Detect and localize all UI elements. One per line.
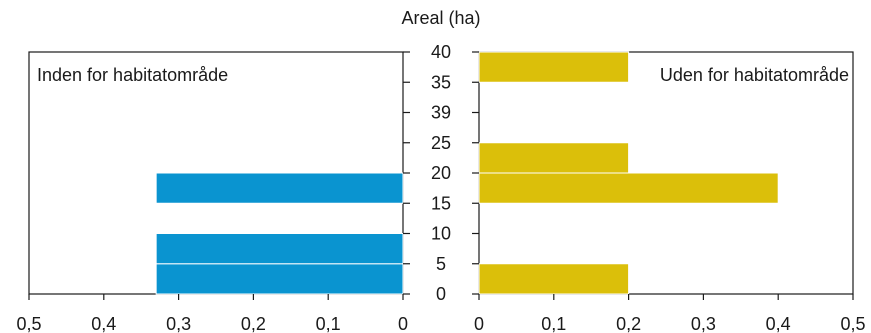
left-x-tick-label: 0,4 <box>91 314 116 333</box>
left-x-tick-label: 0,2 <box>241 314 266 333</box>
y-tick-label: 20 <box>431 163 451 183</box>
right-x-tick-label: 0,2 <box>616 314 641 333</box>
left-x-tick-label: 0,3 <box>166 314 191 333</box>
right-bars <box>478 51 779 295</box>
center-axis-title: Areal (ha) <box>401 8 480 28</box>
right-bar-2 <box>478 142 630 174</box>
left-bar-0 <box>155 263 404 295</box>
left-bars <box>155 172 404 295</box>
y-tick-label: 25 <box>431 133 451 153</box>
left-x-tick-label: 0,5 <box>16 314 41 333</box>
right-x-tick-label: 0 <box>474 314 484 333</box>
y-tick-label: 5 <box>436 254 446 274</box>
right-x-axis: 0 0,1 0,2 0,3 0,4 0,5 <box>474 294 866 333</box>
left-bar-2 <box>155 172 404 204</box>
left-panel: Inden for habitatområde 0 0,1 0,2 0,3 0,4 0,5 <box>16 51 408 333</box>
right-bar-1 <box>478 172 779 204</box>
right-x-tick-label: 0,1 <box>541 314 566 333</box>
center-y-axis: 0 5 10 15 20 25 39 35 40 <box>403 42 479 304</box>
y-tick-label: 35 <box>431 72 451 92</box>
y-tick-label: 10 <box>431 224 451 244</box>
left-x-axis: 0 0,1 0,2 0,3 0,4 0,5 <box>16 294 408 333</box>
right-x-tick-label: 0,5 <box>840 314 865 333</box>
left-x-tick-label: 0 <box>398 314 408 333</box>
y-tick-label: 15 <box>431 193 451 213</box>
right-bar-0 <box>478 263 630 295</box>
right-panel-label: Uden for habitatområde <box>660 65 849 85</box>
y-tick-label: 0 <box>436 284 446 304</box>
right-panel: Uden for habitatområde 0 0,1 0,2 0,3 0,4 0,5 <box>474 51 866 333</box>
right-x-tick-label: 0,4 <box>766 314 791 333</box>
left-x-tick-label: 0,1 <box>316 314 341 333</box>
y-tick-label: 40 <box>431 42 451 62</box>
y-tick-label: 39 <box>431 103 451 123</box>
right-x-tick-label: 0,3 <box>691 314 716 333</box>
left-panel-label: Inden for habitatområde <box>37 65 228 85</box>
left-bar-1 <box>155 233 404 265</box>
right-bar-3 <box>478 51 630 83</box>
